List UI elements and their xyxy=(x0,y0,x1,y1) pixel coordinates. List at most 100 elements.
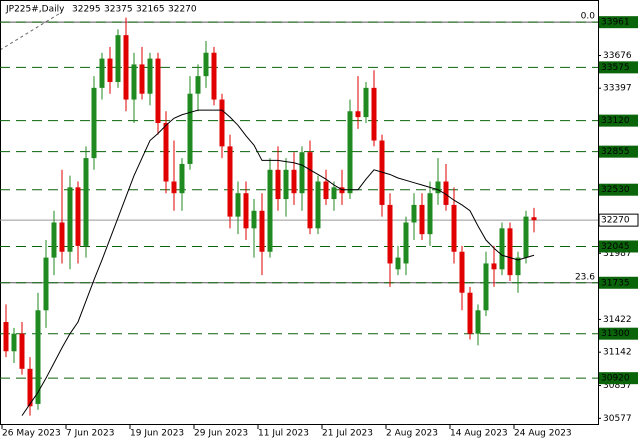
level-box xyxy=(599,145,638,158)
x-tick-label: 7 Jun 2023 xyxy=(66,429,114,439)
candle-body xyxy=(491,263,497,270)
fib-label: 0.0 xyxy=(581,12,596,22)
candle-body xyxy=(11,333,17,352)
candle-body xyxy=(403,222,409,264)
candle-body xyxy=(107,58,113,82)
candle-body xyxy=(363,87,369,118)
candle-body xyxy=(179,163,185,194)
level-label: 33120 xyxy=(601,116,630,126)
candle-body xyxy=(219,99,225,147)
candle-body xyxy=(99,58,105,88)
candle-body xyxy=(371,87,377,141)
x-tick-label: 14 Aug 2023 xyxy=(450,429,508,439)
level-label: 32045 xyxy=(601,242,630,252)
level-label: 31735 xyxy=(601,278,630,288)
candle-body xyxy=(467,292,473,334)
level-box xyxy=(599,276,638,289)
candle-body xyxy=(307,152,313,229)
level-box xyxy=(599,327,638,340)
price-box xyxy=(598,213,639,227)
candle-body xyxy=(35,310,41,404)
level-box xyxy=(599,372,638,385)
candle-body xyxy=(395,257,401,270)
x-tick-label: 11 Jul 2023 xyxy=(258,429,309,439)
y-tick-label: 31422 xyxy=(603,315,632,325)
candle-body xyxy=(235,193,241,217)
y-tick-label: 31142 xyxy=(603,348,632,358)
y-tick-label: 30857 xyxy=(603,381,632,391)
x-tick-label: 19 Jun 2023 xyxy=(130,429,184,439)
candle-body xyxy=(411,204,417,223)
candle-body xyxy=(123,35,129,100)
moving-average xyxy=(21,109,535,416)
level-box xyxy=(599,240,638,253)
y-tick-label: 33397 xyxy=(603,84,632,94)
candle-body xyxy=(139,64,145,94)
chart-title: JP225#,Daily xyxy=(5,5,65,15)
candle-body xyxy=(147,58,153,94)
candle-body xyxy=(51,222,57,258)
candle-body xyxy=(291,169,297,194)
level-label: 30920 xyxy=(601,374,630,384)
candle-body xyxy=(195,76,201,94)
candle-body xyxy=(59,222,65,252)
candle-body xyxy=(323,181,329,200)
y-tick-label: 31987 xyxy=(603,249,632,259)
candle-body xyxy=(155,58,161,123)
level-label: 32855 xyxy=(601,147,630,157)
candle-body xyxy=(451,204,457,252)
candle-body xyxy=(203,52,209,77)
candle-body xyxy=(3,321,9,352)
y-tick-label: 30577 xyxy=(603,414,632,424)
candle-body xyxy=(339,187,345,194)
fib-label: 23.6 xyxy=(575,272,595,282)
x-tick-label: 29 Jun 2023 xyxy=(194,429,248,439)
candle-body xyxy=(499,228,505,270)
candle-body xyxy=(43,257,49,311)
candle-body xyxy=(315,181,321,229)
candle-body xyxy=(131,64,137,100)
x-tick-label: 21 Jul 2023 xyxy=(322,429,373,439)
candle-body xyxy=(531,217,537,221)
candle-body xyxy=(275,169,281,200)
candle-body xyxy=(435,181,441,194)
level-box xyxy=(599,61,638,74)
x-tick-label: 2 Aug 2023 xyxy=(386,429,438,439)
candle-body xyxy=(251,210,257,229)
candle-body xyxy=(331,187,337,200)
candle-body xyxy=(347,111,353,194)
level-label: 32530 xyxy=(601,185,630,195)
level-box xyxy=(599,114,638,127)
candle-body xyxy=(27,368,33,407)
level-box xyxy=(599,16,638,29)
ohlc-low: 32165 xyxy=(136,5,165,15)
candle-body xyxy=(427,193,433,235)
price-label: 32270 xyxy=(601,216,630,226)
candle-body xyxy=(187,93,193,164)
candle-body xyxy=(171,181,177,194)
candle-body xyxy=(75,187,81,246)
candle-body xyxy=(19,333,25,369)
candle-body xyxy=(507,228,513,276)
candle-body xyxy=(91,87,97,159)
level-label: 33961 xyxy=(601,18,630,28)
candle-body xyxy=(83,158,89,246)
x-tick-label: 26 May 2023 xyxy=(2,429,61,439)
candle-body xyxy=(523,216,529,258)
plot-frame xyxy=(0,0,599,425)
candle-body xyxy=(67,187,73,252)
ohlc-close: 32270 xyxy=(168,5,197,15)
ohlc-open: 32295 xyxy=(72,5,101,15)
level-label: 31300 xyxy=(601,329,630,339)
level-label: 33575 xyxy=(601,63,630,73)
candle-body xyxy=(387,204,393,264)
candle-body xyxy=(355,111,361,118)
candle-body xyxy=(299,152,305,194)
x-tick-label: 24 Aug 2023 xyxy=(514,429,572,439)
level-box xyxy=(599,183,638,196)
candle-body xyxy=(259,210,265,252)
candle-body xyxy=(211,52,217,100)
candle-body xyxy=(483,263,489,311)
y-tick-label: 33676 xyxy=(603,51,632,61)
